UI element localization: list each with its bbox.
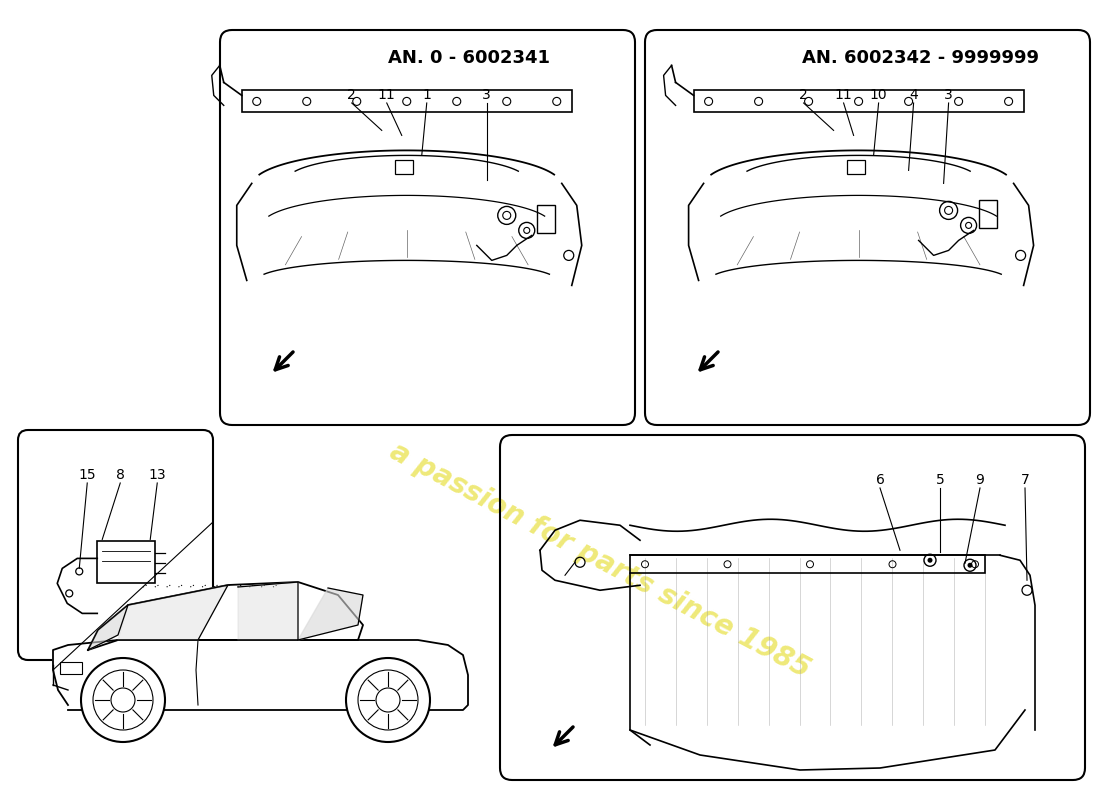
Text: 3: 3	[483, 88, 491, 102]
Bar	[242, 90, 572, 112]
Polygon shape	[238, 582, 298, 640]
Text: 13: 13	[148, 468, 166, 482]
Text: 4: 4	[910, 88, 918, 102]
Text: 11: 11	[378, 88, 396, 102]
Text: AN. 0 - 6002341: AN. 0 - 6002341	[388, 49, 550, 67]
Text: 3: 3	[944, 88, 953, 102]
Polygon shape	[88, 582, 363, 650]
Bar	[694, 90, 1024, 112]
Text: 11: 11	[835, 88, 852, 102]
Polygon shape	[88, 605, 128, 650]
Text: 6: 6	[876, 473, 884, 487]
Text: a passion for parts since 1985: a passion for parts since 1985	[385, 437, 815, 683]
Circle shape	[927, 558, 933, 562]
Text: 1: 1	[422, 88, 431, 102]
Bar	[97, 542, 155, 583]
Polygon shape	[118, 585, 228, 640]
Text: 2: 2	[800, 88, 808, 102]
Text: 15: 15	[78, 468, 96, 482]
Circle shape	[346, 658, 430, 742]
Text: 5: 5	[936, 473, 945, 487]
Bar	[630, 555, 984, 574]
Text: AN. 6002342 - 9999999: AN. 6002342 - 9999999	[802, 49, 1040, 67]
Polygon shape	[298, 588, 363, 640]
Text: 7: 7	[1021, 473, 1030, 487]
Text: 2: 2	[348, 88, 356, 102]
Text: 10: 10	[870, 88, 888, 102]
Text: 9: 9	[976, 473, 984, 487]
Circle shape	[81, 658, 165, 742]
Bar	[537, 206, 554, 234]
Bar	[979, 200, 997, 229]
Circle shape	[968, 562, 972, 568]
Polygon shape	[53, 640, 468, 710]
Bar	[847, 160, 865, 174]
Bar	[60, 662, 82, 674]
Bar	[395, 160, 412, 174]
Text: 8: 8	[116, 468, 124, 482]
